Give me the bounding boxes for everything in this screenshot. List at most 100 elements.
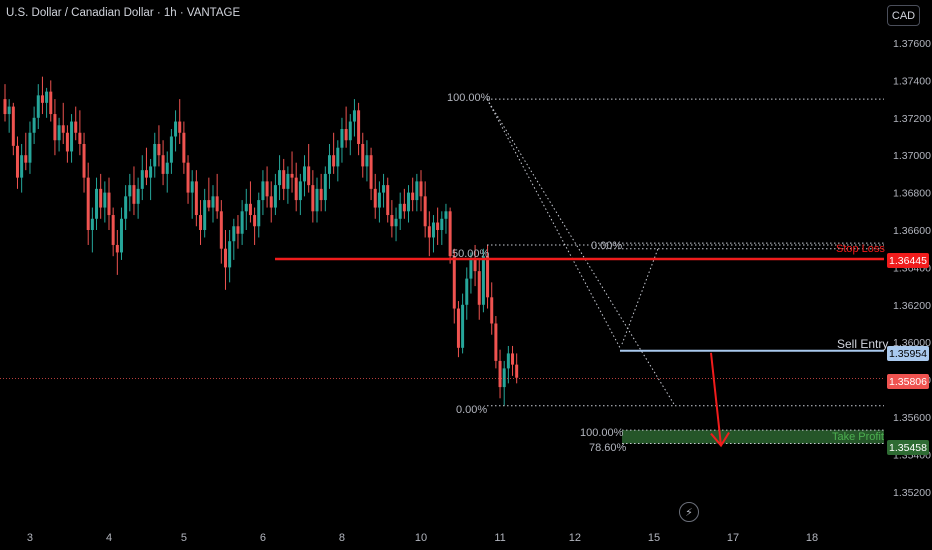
candle-body bbox=[128, 185, 132, 197]
fib-label-50: 50.00% bbox=[452, 248, 490, 260]
candle-body bbox=[215, 196, 219, 212]
candle-body bbox=[377, 192, 381, 208]
fib-label-0: 0.00% bbox=[456, 404, 488, 416]
price-tick-label: 1.37400 bbox=[893, 75, 931, 87]
candle-body bbox=[261, 181, 265, 201]
candle-body bbox=[469, 259, 473, 279]
candle-body bbox=[95, 188, 99, 219]
candle-body bbox=[307, 166, 311, 186]
candle-body bbox=[65, 132, 69, 152]
candle-body bbox=[119, 218, 123, 253]
candle-body bbox=[411, 192, 415, 201]
candle-body bbox=[402, 203, 406, 212]
candle-body bbox=[144, 170, 148, 178]
candle-body bbox=[336, 147, 340, 167]
candle-body bbox=[7, 106, 11, 115]
candle-body bbox=[211, 196, 215, 208]
candle-body bbox=[61, 125, 65, 133]
candle-body bbox=[327, 155, 331, 174]
take-profit-label: Take Profit bbox=[832, 431, 884, 443]
candle-body bbox=[494, 323, 498, 361]
candle-body bbox=[407, 192, 411, 212]
candle-body bbox=[149, 166, 153, 178]
tp-fib-label-100: 100.00% bbox=[580, 427, 624, 439]
candle-body bbox=[157, 143, 161, 156]
price-tick-label: 1.36200 bbox=[893, 300, 931, 312]
time-tick-label: 8 bbox=[339, 532, 345, 544]
candle-body bbox=[3, 99, 7, 115]
time-tick-label: 15 bbox=[648, 532, 660, 544]
candle-body bbox=[111, 215, 115, 245]
candle-body bbox=[352, 110, 356, 122]
candle-body bbox=[486, 256, 490, 298]
candle-body bbox=[515, 364, 519, 378]
candle-body bbox=[165, 162, 169, 174]
candle-body bbox=[32, 117, 36, 133]
lightning-icon[interactable]: ⚡ bbox=[679, 502, 699, 522]
candle-body bbox=[20, 155, 24, 178]
candle-body bbox=[361, 143, 365, 167]
time-tick-label: 5 bbox=[181, 532, 187, 544]
take-profit-price-tag: 1.35458 bbox=[887, 440, 929, 455]
time-tick-label: 6 bbox=[260, 532, 266, 544]
stop-loss-label: Stop Loss bbox=[836, 243, 885, 255]
candle-body bbox=[257, 200, 261, 227]
candle-body bbox=[294, 177, 298, 201]
candle-body bbox=[40, 95, 44, 103]
candle-body bbox=[36, 95, 40, 118]
candle-body bbox=[161, 155, 165, 174]
time-tick-label: 11 bbox=[494, 532, 505, 544]
time-tick-label: 18 bbox=[806, 532, 818, 544]
candle-body bbox=[232, 226, 236, 242]
candle-body bbox=[456, 308, 460, 348]
candle-body bbox=[82, 143, 86, 178]
candle-body bbox=[477, 271, 481, 305]
candle-body bbox=[240, 211, 244, 234]
entry-price-tag: 1.35954 bbox=[887, 346, 929, 361]
candle-body bbox=[99, 188, 103, 208]
candle-body bbox=[74, 121, 78, 133]
price-tick-label: 1.37600 bbox=[893, 38, 931, 50]
candle-body bbox=[427, 226, 431, 238]
candle-body bbox=[490, 297, 494, 324]
time-tick-label: 3 bbox=[27, 532, 33, 544]
candle-body bbox=[344, 129, 348, 141]
stop-price-tag: 1.36445 bbox=[887, 253, 929, 268]
candle-body bbox=[28, 132, 32, 163]
candle-body bbox=[228, 241, 232, 268]
time-tick-label: 10 bbox=[415, 532, 427, 544]
candle-body bbox=[448, 211, 452, 257]
candle-body bbox=[153, 143, 157, 167]
candle-body bbox=[357, 110, 361, 144]
candle-body bbox=[103, 192, 107, 208]
candle-body bbox=[365, 155, 369, 167]
candle-body bbox=[273, 185, 277, 208]
candle-body bbox=[282, 170, 286, 189]
candle-body bbox=[207, 200, 211, 208]
price-tick-label: 1.35200 bbox=[893, 487, 931, 499]
price-tick-label: 1.37000 bbox=[893, 150, 931, 162]
candle-body bbox=[11, 106, 15, 146]
candle-body bbox=[244, 203, 248, 212]
candle-body bbox=[319, 188, 323, 201]
symbol-title: U.S. Dollar / Canadian Dollar · 1h · VAN… bbox=[6, 7, 241, 19]
candle-body bbox=[248, 203, 252, 216]
candle-body bbox=[107, 192, 111, 216]
currency-button[interactable]: CAD bbox=[887, 5, 920, 26]
candle-body bbox=[369, 155, 373, 189]
fib-trend-line-2 bbox=[486, 98, 621, 349]
candle-body bbox=[265, 181, 269, 197]
candle-body bbox=[78, 132, 82, 144]
candle-body bbox=[481, 256, 485, 305]
candle-body bbox=[502, 368, 506, 388]
price-tick-label: 1.36800 bbox=[893, 188, 931, 200]
candle-body bbox=[115, 244, 119, 253]
candle-body bbox=[140, 170, 144, 189]
candle-body bbox=[53, 114, 57, 141]
candle-body bbox=[340, 129, 344, 148]
candle-body bbox=[373, 188, 377, 208]
candle-body bbox=[219, 211, 223, 249]
candle-body bbox=[398, 203, 402, 219]
candle-body bbox=[86, 177, 90, 230]
